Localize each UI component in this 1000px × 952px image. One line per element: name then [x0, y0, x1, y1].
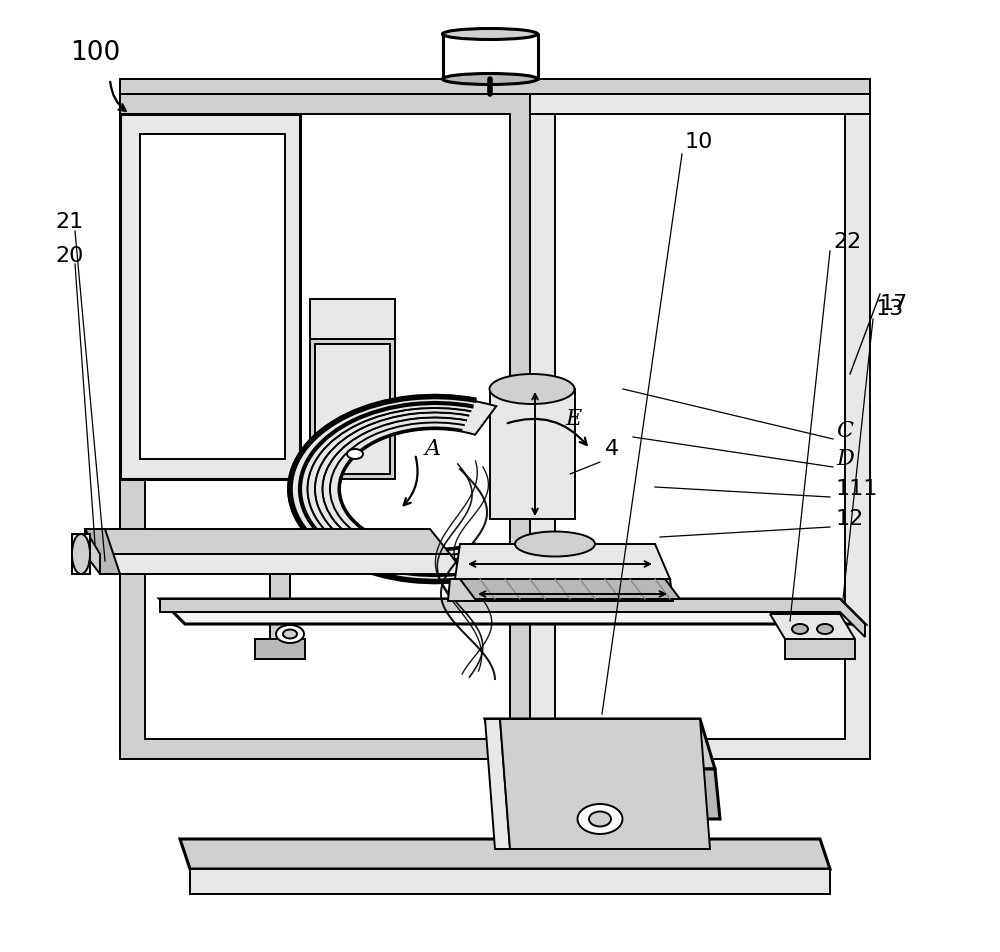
Text: 100: 100	[70, 40, 120, 66]
Ellipse shape	[817, 625, 833, 634]
Polygon shape	[120, 115, 300, 480]
Polygon shape	[145, 115, 510, 739]
Polygon shape	[72, 534, 90, 574]
Polygon shape	[105, 554, 465, 574]
Ellipse shape	[276, 625, 304, 644]
Text: 17: 17	[880, 293, 908, 313]
Text: 4: 4	[605, 439, 619, 459]
Polygon shape	[180, 839, 830, 869]
Polygon shape	[270, 574, 290, 640]
Polygon shape	[190, 869, 830, 894]
Polygon shape	[85, 529, 100, 574]
Polygon shape	[500, 769, 720, 819]
Polygon shape	[490, 389, 575, 520]
Polygon shape	[120, 80, 870, 95]
Polygon shape	[160, 600, 865, 637]
Polygon shape	[555, 115, 845, 739]
Text: D: D	[836, 447, 854, 469]
Polygon shape	[448, 580, 673, 602]
Ellipse shape	[490, 374, 574, 405]
Text: 10: 10	[685, 132, 713, 151]
Ellipse shape	[72, 534, 90, 574]
Polygon shape	[455, 545, 670, 580]
Polygon shape	[140, 135, 285, 460]
Text: 22: 22	[833, 231, 861, 251]
Polygon shape	[530, 95, 870, 759]
Polygon shape	[160, 600, 865, 625]
Ellipse shape	[347, 449, 363, 460]
Polygon shape	[120, 95, 870, 115]
Ellipse shape	[578, 804, 622, 834]
Text: 21: 21	[55, 211, 83, 231]
Polygon shape	[500, 720, 710, 849]
Polygon shape	[485, 720, 715, 769]
Polygon shape	[485, 720, 510, 849]
Ellipse shape	[792, 625, 808, 634]
Text: 111: 111	[836, 479, 878, 499]
Ellipse shape	[442, 30, 538, 40]
Ellipse shape	[515, 532, 595, 557]
Text: 12: 12	[836, 508, 864, 528]
Polygon shape	[120, 95, 530, 759]
Ellipse shape	[589, 812, 611, 826]
Text: 13: 13	[876, 299, 904, 319]
Text: C: C	[836, 420, 853, 442]
Polygon shape	[770, 614, 855, 640]
Polygon shape	[255, 640, 305, 660]
Text: A: A	[425, 438, 441, 460]
Polygon shape	[460, 580, 680, 600]
Polygon shape	[785, 640, 855, 660]
Text: 20: 20	[55, 246, 83, 266]
Ellipse shape	[442, 74, 538, 86]
Ellipse shape	[283, 630, 297, 639]
Polygon shape	[310, 300, 395, 340]
Polygon shape	[85, 529, 450, 554]
Polygon shape	[315, 345, 390, 474]
Polygon shape	[310, 340, 395, 480]
Polygon shape	[85, 529, 120, 574]
Polygon shape	[290, 398, 496, 581]
Text: E: E	[565, 407, 581, 429]
